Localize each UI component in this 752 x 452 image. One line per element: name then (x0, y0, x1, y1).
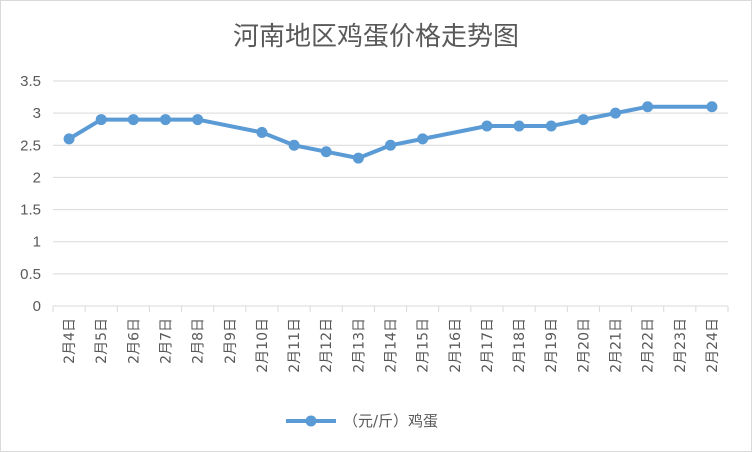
x-tick-label: 2月15日 (416, 318, 432, 373)
x-tick-label: 2月7日 (159, 318, 175, 364)
data-point (63, 133, 75, 145)
x-tick-label: 2月8日 (191, 318, 207, 364)
data-point (642, 101, 654, 113)
data-point (160, 114, 171, 126)
legend-point-marker (305, 415, 317, 427)
y-tick-label: 0.5 (20, 266, 41, 283)
x-tick-label: 2月19日 (544, 318, 560, 373)
data-point (706, 101, 718, 113)
y-tick-label: 1.5 (20, 202, 41, 219)
y-tick-label: 1 (33, 234, 41, 251)
x-tick-label: 2月11日 (287, 318, 303, 373)
data-point (513, 120, 525, 132)
data-point (127, 114, 139, 126)
x-tick-label: 2月20日 (576, 318, 592, 373)
chart-title: 河南地区鸡蛋价格走势图 (233, 22, 519, 52)
data-point (610, 107, 621, 119)
x-tick-label: 2月9日 (223, 318, 239, 364)
legend: （元/斤）鸡蛋 (286, 412, 438, 430)
data-point (288, 139, 300, 151)
x-tick-label: 2月12日 (319, 318, 335, 373)
y-axis-ticks: 0 0.5 1 1.5 2 2.5 3 3.5 (20, 73, 41, 315)
gridlines (53, 80, 728, 307)
y-tick-label: 2.5 (20, 137, 41, 154)
x-tick-label: 2月4日 (62, 318, 78, 364)
x-tick-label: 2月23日 (673, 318, 689, 373)
x-tick-label: 2月16日 (448, 318, 464, 373)
series-group (63, 101, 718, 164)
data-point (192, 114, 204, 126)
data-point (352, 152, 364, 164)
legend-label: （元/斤）鸡蛋 (343, 412, 438, 430)
data-point (95, 114, 107, 126)
x-tick-label: 2月14日 (384, 318, 400, 373)
data-point (385, 139, 396, 151)
x-tick-label: 2月13日 (351, 318, 367, 373)
y-tick-label: 3 (33, 105, 41, 122)
x-tick-label: 2月22日 (641, 318, 657, 373)
x-axis-ticks: 2月4日 2月5日 2月6日 2月7日 2月8日 2月9日 2月10日 2月11日 2月12日 2… (52, 306, 729, 373)
y-tick-label: 0 (33, 298, 41, 315)
y-tick-label: 2 (33, 169, 41, 186)
x-tick-label: 2月6日 (126, 318, 142, 364)
data-point (256, 126, 268, 138)
x-tick-label: 2月17日 (480, 318, 496, 373)
data-point (545, 120, 557, 132)
data-point (577, 114, 589, 126)
x-tick-label: 2月24日 (705, 318, 721, 373)
y-tick-label: 3.5 (20, 73, 41, 90)
data-point (417, 133, 429, 145)
x-tick-label: 2月18日 (512, 318, 528, 373)
x-tick-label: 2月21日 (609, 318, 625, 373)
data-point (320, 146, 332, 158)
x-tick-label: 2月10日 (255, 318, 271, 373)
data-point (481, 120, 493, 132)
x-tick-label: 2月5日 (94, 318, 110, 364)
